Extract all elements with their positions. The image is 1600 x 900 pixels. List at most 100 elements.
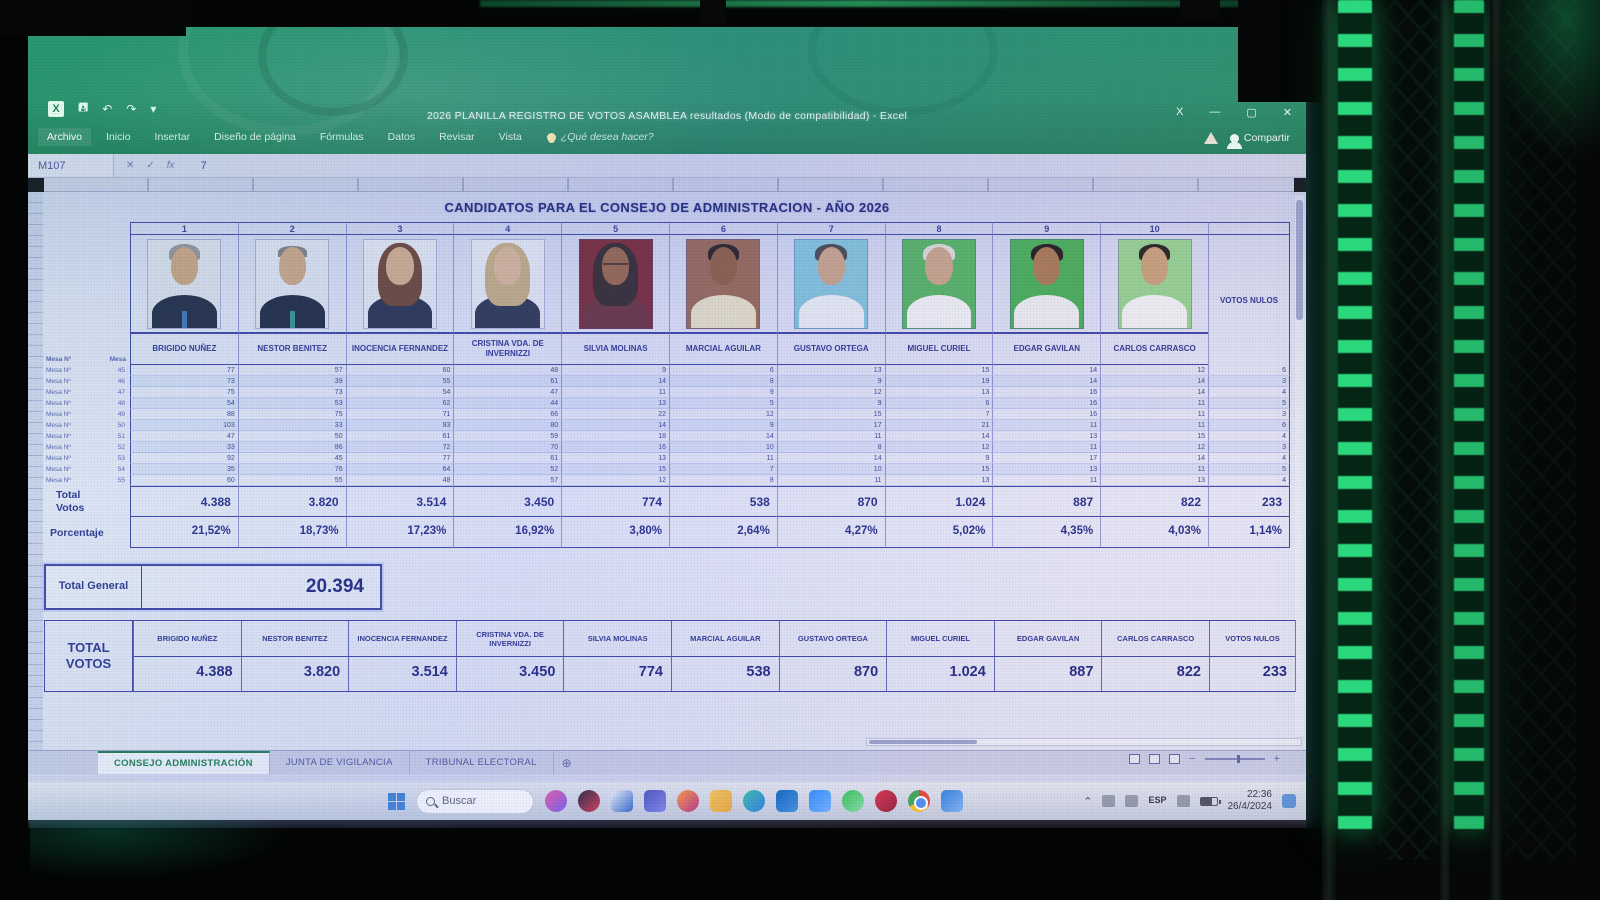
mesa-row-label[interactable]: Mesa Nº 49 <box>44 409 130 420</box>
edge-icon[interactable] <box>743 790 765 812</box>
vote-cell[interactable]: 14 <box>1100 453 1208 464</box>
vote-cell[interactable]: 8 <box>776 442 885 453</box>
vote-cell[interactable]: 13 <box>992 464 1101 475</box>
vote-cell[interactable]: 22 <box>561 409 669 420</box>
mesa-row-label[interactable]: Mesa Nº 48 <box>44 398 130 409</box>
candidate-name[interactable]: NESTOR BENITEZ <box>237 333 346 365</box>
vote-cell[interactable]: 44 <box>453 398 562 409</box>
sheet-tab-2[interactable]: JUNTA DE VIGILANCIA <box>270 751 410 774</box>
vote-cell[interactable]: 5 <box>669 398 777 409</box>
vote-cell[interactable]: 14 <box>776 453 885 464</box>
firefox-icon[interactable] <box>677 790 699 812</box>
zoom-app-icon[interactable] <box>809 790 831 812</box>
nulos-number-blank[interactable] <box>1208 222 1290 235</box>
summary-total-cell[interactable]: 870 <box>778 657 887 691</box>
vote-cell[interactable]: 4 <box>1208 453 1290 464</box>
vote-cell[interactable]: 52 <box>453 464 562 475</box>
vote-cell[interactable]: 66 <box>453 409 562 420</box>
formula-content[interactable]: 7 <box>200 159 207 172</box>
total-general-label[interactable]: Total General <box>46 566 142 608</box>
vote-cell[interactable]: 48 <box>453 365 562 376</box>
hscroll-thumb[interactable] <box>869 740 977 744</box>
summary-total-cell[interactable]: 538 <box>670 657 779 691</box>
vertical-scrollbar[interactable] <box>1295 196 1304 736</box>
candidate-number[interactable]: 6 <box>669 222 777 235</box>
vote-cell[interactable]: 7 <box>884 409 993 420</box>
candidate-name[interactable]: MARCIAL AGUILAR <box>669 333 777 365</box>
percentage-cell[interactable]: 4,27% <box>776 517 885 548</box>
vote-cell[interactable]: 9 <box>776 398 885 409</box>
chrome-icon[interactable] <box>908 790 930 812</box>
summary-votos-nulos-label[interactable]: VOTOS NULOS <box>1208 621 1295 657</box>
vote-cell[interactable]: 72 <box>345 442 454 453</box>
mesa-row-label[interactable]: Mesa Nº 54 <box>44 464 130 475</box>
candidate-name[interactable]: SILVIA MOLINAS <box>561 333 669 365</box>
vote-cell[interactable]: 77 <box>130 365 238 376</box>
candidate-name[interactable]: INOCENCIA FERNANDEZ <box>345 333 454 365</box>
page-break-icon[interactable] <box>1169 754 1181 764</box>
vote-cell[interactable]: 3 <box>1208 442 1290 453</box>
candidate-number[interactable]: 7 <box>776 222 885 235</box>
opera-icon[interactable] <box>875 790 897 812</box>
vote-cell[interactable]: 16 <box>992 398 1101 409</box>
vote-cell[interactable]: 9 <box>669 387 777 398</box>
vote-cell[interactable]: 11 <box>1100 409 1208 420</box>
redo-icon[interactable]: ↷ <box>126 101 137 116</box>
percentage-cell[interactable]: 2,64% <box>669 517 777 548</box>
percentage-cell[interactable]: 21,52% <box>130 517 238 548</box>
vote-cell[interactable]: 17 <box>776 420 885 431</box>
total-votes-cell[interactable]: 822 <box>1100 486 1208 517</box>
vote-cell[interactable]: 10 <box>669 442 777 453</box>
notification-center-icon[interactable] <box>1282 794 1296 808</box>
vote-cell[interactable]: 71 <box>345 409 454 420</box>
vote-cell[interactable]: 7 <box>669 464 777 475</box>
summary-candidate-name[interactable]: CRISTINA VDA. DE INVERNIZZI <box>455 621 564 657</box>
zoom-out-icon[interactable]: − <box>1189 753 1196 765</box>
vscroll-thumb[interactable] <box>1296 200 1303 320</box>
vote-cell[interactable]: 8 <box>669 475 777 486</box>
page-layout-icon[interactable] <box>1149 754 1161 764</box>
vote-cell[interactable]: 15 <box>884 365 993 376</box>
mesa-row-label[interactable]: Mesa Nº 46 <box>44 376 130 387</box>
vote-cell[interactable]: 13 <box>884 387 993 398</box>
qat-customize-icon[interactable]: ▾ <box>150 101 157 116</box>
menu-tab-vista[interactable]: Vista <box>498 131 522 143</box>
vote-cell[interactable]: 15 <box>1100 431 1208 442</box>
summary-total-cell[interactable]: 4.388 <box>133 657 241 691</box>
vote-cell[interactable]: 103 <box>130 420 238 431</box>
mesa-row-label[interactable]: Mesa Nº 50 <box>44 420 130 431</box>
vote-cell[interactable]: 48 <box>345 475 454 486</box>
file-explorer-icon[interactable] <box>710 790 732 812</box>
vote-cell[interactable]: 18 <box>561 431 669 442</box>
vote-cell[interactable]: 16 <box>992 409 1101 420</box>
percentage-cell[interactable]: 5,02% <box>884 517 993 548</box>
vote-cell[interactable]: 61 <box>453 376 562 387</box>
restore-button[interactable]: ▢ <box>1246 107 1257 119</box>
taskbar-search-box[interactable]: Buscar <box>416 788 534 814</box>
summary-candidate-name[interactable]: INOCENCIA FERNANDEZ <box>348 621 456 657</box>
nulos-percentage-cell[interactable]: 1,14% <box>1208 517 1290 548</box>
vote-cell[interactable]: 16 <box>561 442 669 453</box>
menu-tab-f-rmulas[interactable]: Fórmulas <box>319 131 364 143</box>
vote-cell[interactable]: 11 <box>1100 464 1208 475</box>
vote-cell[interactable]: 92 <box>130 453 238 464</box>
vote-cell[interactable]: 59 <box>453 431 562 442</box>
vote-cell[interactable]: 55 <box>345 376 454 387</box>
candidate-name[interactable]: MIGUEL CURIEL <box>884 333 993 365</box>
share-button[interactable]: Compartir <box>1226 132 1290 149</box>
total-general-value[interactable]: 20.394 <box>305 576 364 597</box>
vote-cell[interactable]: 4 <box>1208 431 1290 442</box>
summary-candidate-name[interactable]: NESTOR BENITEZ <box>240 621 349 657</box>
onedrive-icon[interactable] <box>1102 795 1116 807</box>
vote-cell[interactable]: 12 <box>1100 442 1208 453</box>
summary-candidate-name[interactable]: SILVIA MOLINAS <box>563 621 671 657</box>
tell-me-box[interactable]: ¿Qué desea hacer? <box>546 131 654 143</box>
summary-candidate-name[interactable]: MARCIAL AGUILAR <box>670 621 779 657</box>
candidate-number[interactable]: 3 <box>345 222 454 235</box>
vote-cell[interactable]: 5 <box>1208 398 1290 409</box>
vote-cell[interactable]: 10 <box>776 464 885 475</box>
candidate-number[interactable]: 9 <box>992 222 1101 235</box>
vote-cell[interactable]: 14 <box>1100 387 1208 398</box>
total-votes-cell[interactable]: 538 <box>669 486 777 517</box>
menu-tab-insertar[interactable]: Insertar <box>154 131 191 143</box>
